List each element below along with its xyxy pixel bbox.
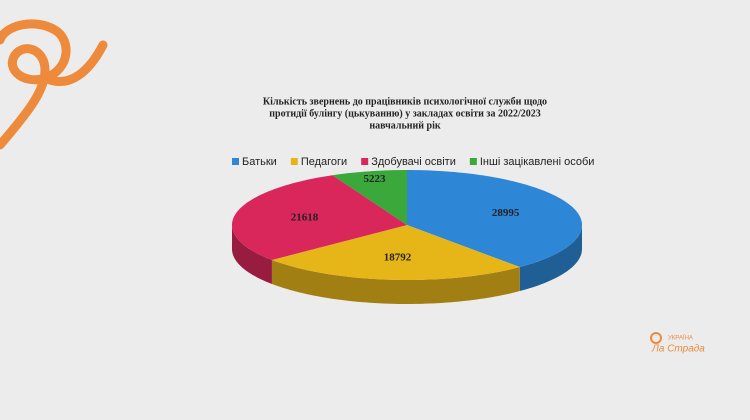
legend-label: Батьки	[242, 156, 277, 168]
slice	[232, 175, 407, 260]
value-label: 18792	[384, 251, 412, 263]
legend-label: Здобувачі освіти	[371, 156, 456, 168]
legend-label: Інші зацікавлені особи	[480, 156, 595, 168]
slice	[271, 225, 520, 280]
value-label: 5223	[364, 173, 387, 185]
legend-swatch	[469, 158, 477, 165]
legend-label: Педагоги	[301, 156, 347, 168]
slice	[332, 170, 407, 225]
value-label: 21618	[291, 211, 319, 223]
slice-side	[271, 259, 520, 304]
chart-title: навчальний рік	[369, 120, 441, 131]
chart-title: Кількість звернень до працівників психол…	[263, 96, 547, 107]
logo-name: Ла Страда	[651, 344, 705, 355]
legend-swatch	[232, 158, 239, 165]
slice-side	[232, 225, 272, 284]
logo-country: УКРАЇНА	[668, 335, 693, 342]
legend-swatch	[290, 158, 298, 165]
slice-side	[519, 225, 582, 292]
value-label: 28995	[492, 207, 520, 219]
logo-swirl	[0, 19, 108, 150]
chart-title: протидії булінгу (цькуванню) у закладах …	[269, 108, 540, 119]
legend-swatch	[361, 158, 369, 165]
brand-logo: УКРАЇНА Ла Страда	[650, 332, 705, 355]
slice	[407, 170, 582, 268]
